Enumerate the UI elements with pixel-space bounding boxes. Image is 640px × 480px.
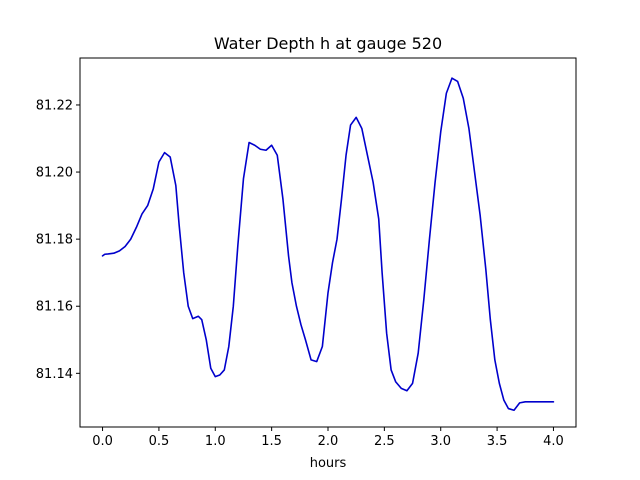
y-tick-label: 81.16: [36, 300, 73, 315]
y-tick-label: 81.22: [36, 98, 73, 113]
x-tick-label: 3.5: [487, 434, 508, 449]
chart-title: Water Depth h at gauge 520: [214, 34, 442, 53]
y-tick-label: 81.14: [36, 367, 73, 382]
x-tick-label: 4.0: [543, 434, 564, 449]
x-tick-label: 1.0: [205, 434, 226, 449]
x-tick-label: 0.0: [92, 434, 113, 449]
x-tick-label: 2.5: [374, 434, 395, 449]
plot-area: 0.0 0.5 1.0 1.5 2.0 2.5 3.0 3.5 4.0 81.14 81.16 81.…: [36, 57, 577, 449]
x-axis-label: hours: [310, 456, 347, 471]
x-tick-label: 3.0: [430, 434, 451, 449]
x-tick-label: 2.0: [318, 434, 339, 449]
x-tick-label: 0.5: [149, 434, 170, 449]
y-tick-label: 81.20: [36, 166, 73, 181]
y-tick-label: 81.18: [36, 233, 73, 248]
series-line-0: [101, 77, 555, 412]
x-tick-label: 1.5: [261, 434, 282, 449]
plot-frame: [79, 57, 577, 428]
